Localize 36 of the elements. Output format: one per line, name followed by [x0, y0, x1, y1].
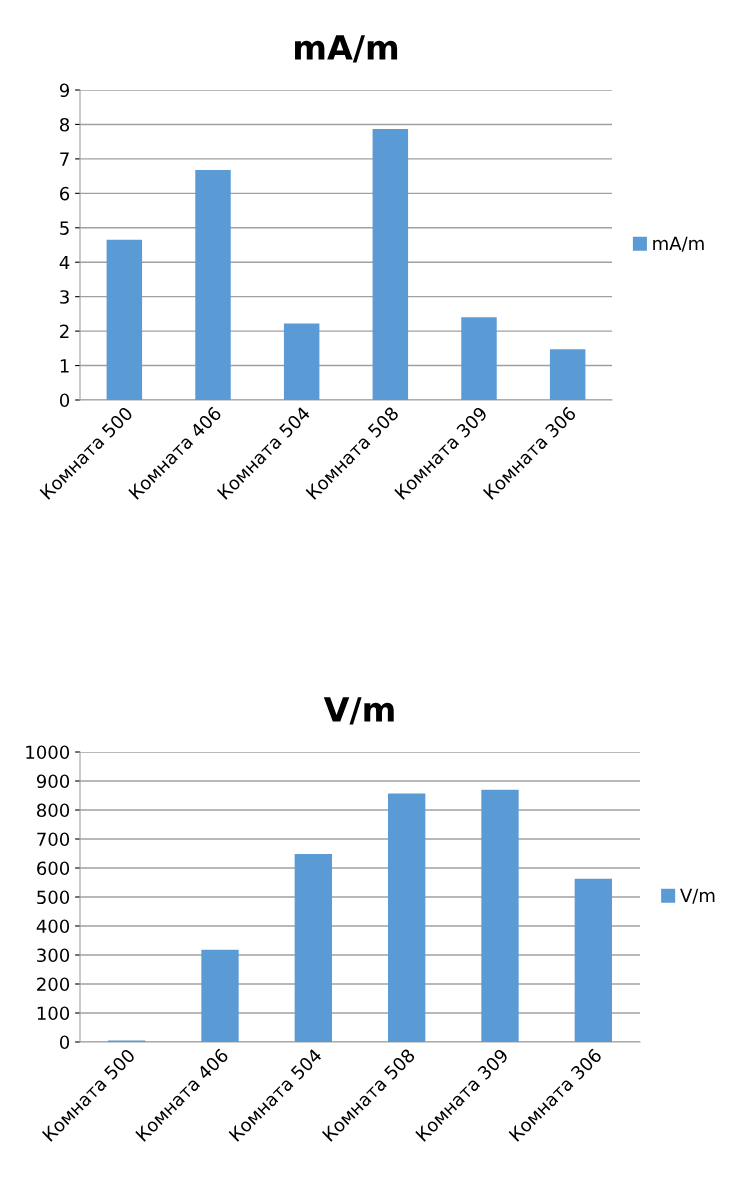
- y-tick-label: 200: [37, 977, 70, 992]
- y-tick-label: 7: [60, 152, 69, 166]
- legend-label: V/m: [680, 888, 715, 904]
- y-tick-label: 2: [60, 324, 69, 338]
- y-tick-label: 4: [59, 255, 70, 270]
- bar: [294, 854, 332, 1042]
- bar: [481, 789, 519, 1042]
- y-tick-label: 400: [36, 919, 70, 934]
- bar: [549, 349, 586, 400]
- y-tick-label: 100: [37, 1006, 70, 1021]
- bar: [372, 128, 409, 400]
- bar: [106, 239, 143, 400]
- bar: [461, 317, 497, 400]
- y-tick-label: 1: [60, 359, 69, 373]
- y-tick-label: 800: [37, 803, 70, 818]
- chart-title: V/m: [323, 697, 394, 725]
- legend-label: mA/m: [653, 236, 704, 252]
- y-tick-label: 8: [60, 117, 70, 132]
- y-tick-label: 600: [37, 861, 70, 876]
- bar: [574, 878, 612, 1042]
- y-tick-label: 500: [37, 890, 70, 905]
- y-tick-label: 700: [37, 832, 70, 847]
- bar: [283, 323, 320, 400]
- y-tick-label: 900: [36, 774, 70, 789]
- bar: [388, 793, 426, 1042]
- y-tick-label: 0: [59, 1035, 70, 1050]
- y-tick-label: 5: [60, 221, 69, 235]
- bar: [201, 949, 239, 1042]
- chart-title: mA/m: [295, 35, 398, 63]
- y-tick-label: 9: [59, 83, 70, 98]
- y-tick-label: 1000: [26, 745, 70, 760]
- y-tick-label: 3: [60, 290, 69, 304]
- y-tick-label: 0: [59, 393, 70, 408]
- y-tick-label: 6: [60, 186, 70, 201]
- y-tick-label: 300: [37, 948, 70, 963]
- bar: [195, 169, 231, 400]
